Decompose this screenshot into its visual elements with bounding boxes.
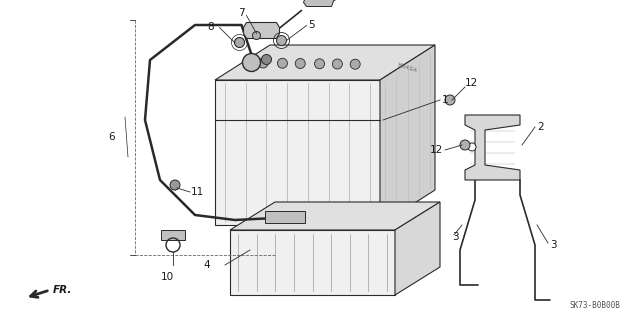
Text: 5: 5 [308,19,315,29]
Text: 3: 3 [550,240,557,250]
Circle shape [243,54,260,71]
Circle shape [468,143,476,151]
Polygon shape [465,115,520,180]
Circle shape [262,55,271,64]
Circle shape [460,140,470,150]
Polygon shape [161,230,185,240]
Polygon shape [215,80,380,225]
Circle shape [276,35,287,46]
Text: YUASA: YUASA [397,62,419,73]
Circle shape [234,38,244,48]
Polygon shape [303,0,335,6]
Polygon shape [243,23,280,39]
Polygon shape [395,202,440,295]
Circle shape [295,58,305,69]
Circle shape [253,32,260,40]
Text: FR.: FR. [53,285,72,295]
Text: 4: 4 [204,260,210,270]
Polygon shape [380,45,435,225]
Text: 3: 3 [452,232,459,242]
Circle shape [350,59,360,69]
Text: 6: 6 [108,132,115,142]
Polygon shape [215,45,435,80]
Text: 11: 11 [191,187,204,197]
Text: 12: 12 [430,145,444,155]
Polygon shape [265,211,305,223]
Text: 7: 7 [238,9,244,19]
Circle shape [332,59,342,69]
Text: SK73-B0B00B: SK73-B0B00B [569,301,620,310]
Text: 2: 2 [537,122,543,132]
Text: 8: 8 [207,21,214,32]
Circle shape [314,59,324,69]
Polygon shape [230,230,395,295]
Circle shape [277,58,287,68]
Text: 10: 10 [161,272,173,282]
Circle shape [170,180,180,190]
Text: 9: 9 [344,0,350,1]
Circle shape [258,58,268,68]
Polygon shape [230,202,440,230]
Circle shape [445,95,455,105]
Text: 1: 1 [442,95,449,105]
Text: 12: 12 [465,78,478,88]
